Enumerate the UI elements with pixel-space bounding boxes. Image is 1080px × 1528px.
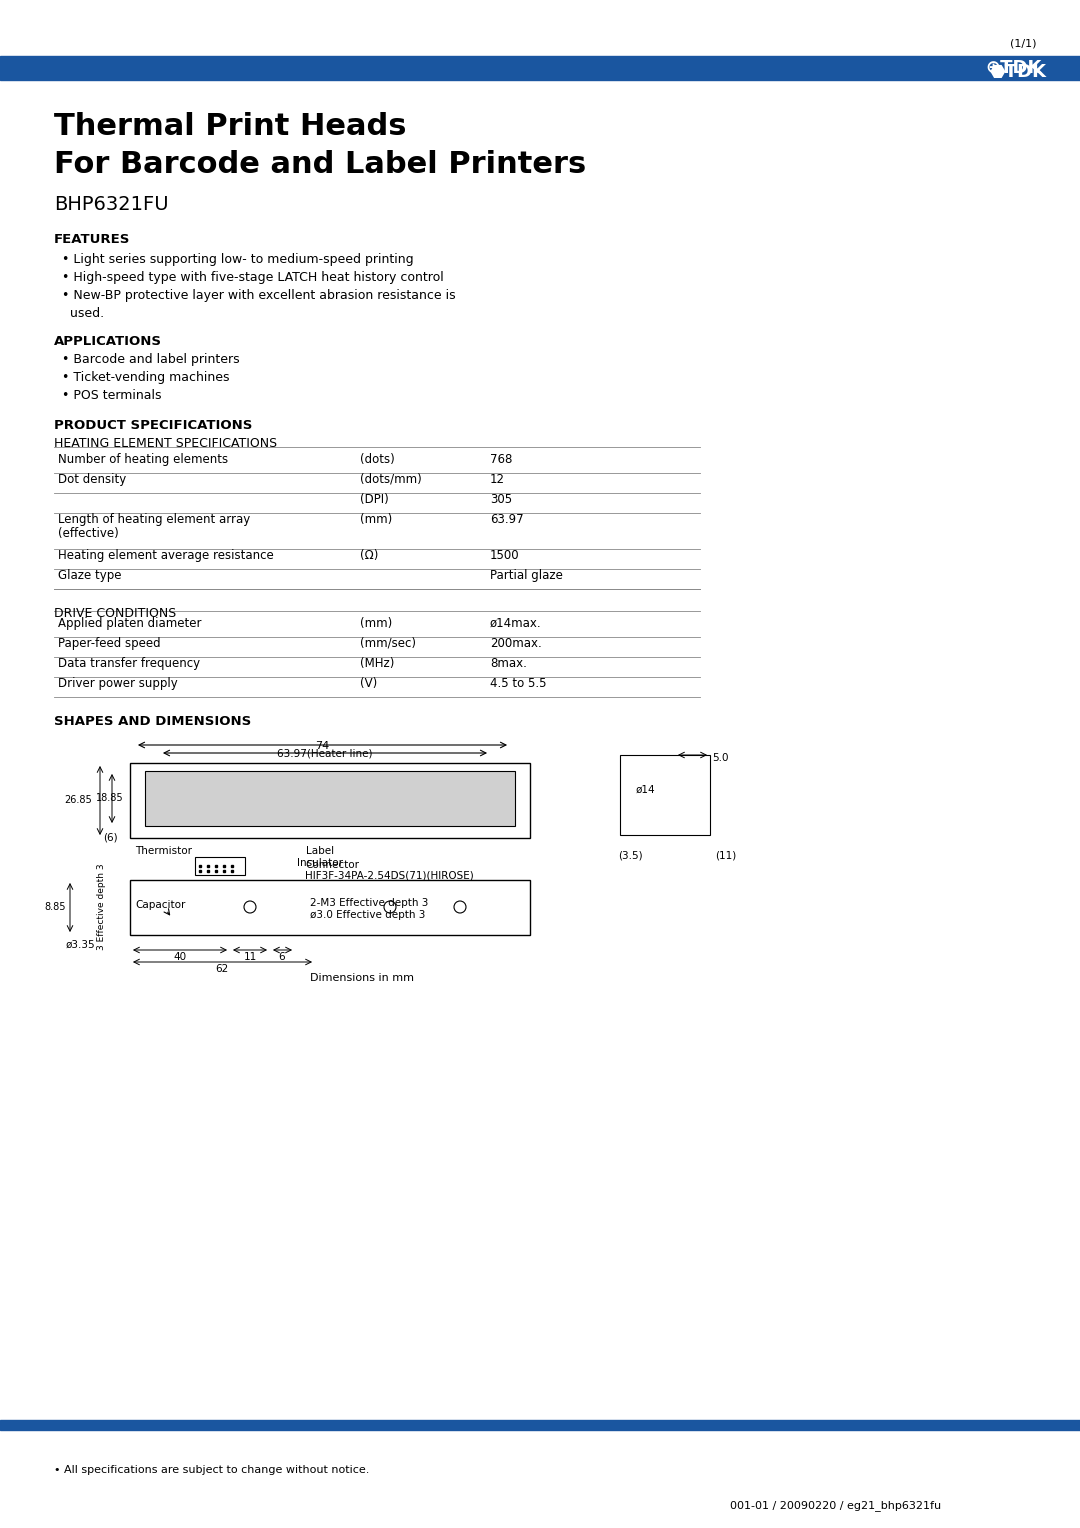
Text: PRODUCT SPECIFICATIONS: PRODUCT SPECIFICATIONS bbox=[54, 419, 253, 432]
Text: 62: 62 bbox=[215, 964, 229, 973]
Text: (effective): (effective) bbox=[58, 527, 119, 539]
Text: Data transfer frequency: Data transfer frequency bbox=[58, 657, 200, 669]
Text: (V): (V) bbox=[360, 677, 377, 691]
Bar bbox=[195, 857, 245, 876]
Text: ⬣TDK: ⬣TDK bbox=[990, 63, 1047, 81]
Text: 6: 6 bbox=[279, 952, 285, 963]
Text: FEATURES: FEATURES bbox=[54, 232, 131, 246]
Text: 74: 74 bbox=[315, 741, 329, 750]
Text: For Barcode and Label Printers: For Barcode and Label Printers bbox=[54, 150, 586, 179]
Text: Applied platen diameter: Applied platen diameter bbox=[58, 617, 202, 630]
Text: 12: 12 bbox=[490, 474, 505, 486]
Bar bbox=[620, 755, 710, 834]
Text: (3.5): (3.5) bbox=[618, 851, 643, 860]
Bar bbox=[130, 762, 530, 837]
Text: (mm/sec): (mm/sec) bbox=[360, 637, 416, 649]
Text: 8.85: 8.85 bbox=[44, 902, 66, 912]
Text: • Barcode and label printers: • Barcode and label printers bbox=[62, 353, 240, 367]
Text: 001-01 / 20090220 / eg21_bhp6321fu: 001-01 / 20090220 / eg21_bhp6321fu bbox=[730, 1500, 941, 1511]
Bar bbox=[0, 1420, 1080, 1430]
Text: • Ticket-vending machines: • Ticket-vending machines bbox=[62, 371, 229, 384]
Text: Dot density: Dot density bbox=[58, 474, 126, 486]
Text: (mm): (mm) bbox=[360, 513, 392, 526]
Text: ø3.0 Effective depth 3: ø3.0 Effective depth 3 bbox=[310, 911, 426, 920]
Text: ⊕TDK: ⊕TDK bbox=[985, 60, 1041, 76]
Text: 63.97(Heater line): 63.97(Heater line) bbox=[278, 749, 373, 759]
Text: HIF3F-34PA-2.54DS(71)(HIROSE): HIF3F-34PA-2.54DS(71)(HIROSE) bbox=[305, 869, 474, 880]
Text: • Light series supporting low- to medium-speed printing: • Light series supporting low- to medium… bbox=[62, 254, 414, 266]
Text: BHP6321FU: BHP6321FU bbox=[54, 196, 168, 214]
Text: 2-M3 Effective depth 3: 2-M3 Effective depth 3 bbox=[310, 898, 429, 908]
Text: ø3.35: ø3.35 bbox=[65, 940, 95, 950]
Text: 200max.: 200max. bbox=[490, 637, 542, 649]
Text: Paper-feed speed: Paper-feed speed bbox=[58, 637, 161, 649]
Text: 768: 768 bbox=[490, 452, 512, 466]
Text: (6): (6) bbox=[104, 833, 118, 843]
Text: (MHz): (MHz) bbox=[360, 657, 394, 669]
Bar bbox=[145, 772, 515, 827]
Text: • High-speed type with five-stage LATCH heat history control: • High-speed type with five-stage LATCH … bbox=[62, 270, 444, 284]
Text: (mm): (mm) bbox=[360, 617, 392, 630]
Text: Length of heating element array: Length of heating element array bbox=[58, 513, 251, 526]
Text: 40: 40 bbox=[174, 952, 187, 963]
Text: 1500: 1500 bbox=[490, 549, 519, 562]
Text: 18.85: 18.85 bbox=[96, 793, 124, 804]
Text: 11: 11 bbox=[243, 952, 257, 963]
Text: Connector: Connector bbox=[305, 860, 359, 869]
Text: SHAPES AND DIMENSIONS: SHAPES AND DIMENSIONS bbox=[54, 715, 252, 727]
Text: • New-BP protective layer with excellent abrasion resistance is: • New-BP protective layer with excellent… bbox=[62, 289, 456, 303]
Text: ø14: ø14 bbox=[635, 785, 654, 795]
Text: Driver power supply: Driver power supply bbox=[58, 677, 178, 691]
Bar bbox=[0, 57, 1080, 79]
Text: • POS terminals: • POS terminals bbox=[62, 390, 162, 402]
Text: 5.0: 5.0 bbox=[712, 753, 729, 762]
Text: (11): (11) bbox=[715, 851, 737, 860]
Text: 3 Effective depth 3: 3 Effective depth 3 bbox=[97, 863, 107, 950]
Text: Capacitor: Capacitor bbox=[135, 900, 186, 911]
Text: Heating element average resistance: Heating element average resistance bbox=[58, 549, 273, 562]
Text: DRIVE CONDITIONS: DRIVE CONDITIONS bbox=[54, 607, 176, 620]
Text: Partial glaze: Partial glaze bbox=[490, 568, 563, 582]
Text: 305: 305 bbox=[490, 494, 512, 506]
Text: ø14max.: ø14max. bbox=[490, 617, 542, 630]
Text: Thermistor: Thermistor bbox=[135, 847, 192, 856]
Text: 8max.: 8max. bbox=[490, 657, 527, 669]
Text: 4.5 to 5.5: 4.5 to 5.5 bbox=[490, 677, 546, 691]
Text: 26.85: 26.85 bbox=[64, 795, 92, 805]
Text: Glaze type: Glaze type bbox=[58, 568, 121, 582]
Text: (1/1): (1/1) bbox=[1010, 38, 1037, 47]
Text: (DPI): (DPI) bbox=[360, 494, 389, 506]
Text: HEATING ELEMENT SPECIFICATIONS: HEATING ELEMENT SPECIFICATIONS bbox=[54, 437, 278, 451]
Text: Thermal Print Heads: Thermal Print Heads bbox=[54, 112, 406, 141]
Text: (dots): (dots) bbox=[360, 452, 395, 466]
Text: used.: used. bbox=[70, 307, 104, 319]
Text: 63.97: 63.97 bbox=[490, 513, 524, 526]
Text: • All specifications are subject to change without notice.: • All specifications are subject to chan… bbox=[54, 1465, 369, 1475]
Text: Dimensions in mm: Dimensions in mm bbox=[310, 973, 414, 983]
Bar bbox=[130, 880, 530, 935]
Text: (Ω): (Ω) bbox=[360, 549, 378, 562]
Text: Label
Insulator: Label Insulator bbox=[297, 847, 343, 868]
Text: APPLICATIONS: APPLICATIONS bbox=[54, 335, 162, 348]
Text: Number of heating elements: Number of heating elements bbox=[58, 452, 228, 466]
Text: (dots/mm): (dots/mm) bbox=[360, 474, 422, 486]
